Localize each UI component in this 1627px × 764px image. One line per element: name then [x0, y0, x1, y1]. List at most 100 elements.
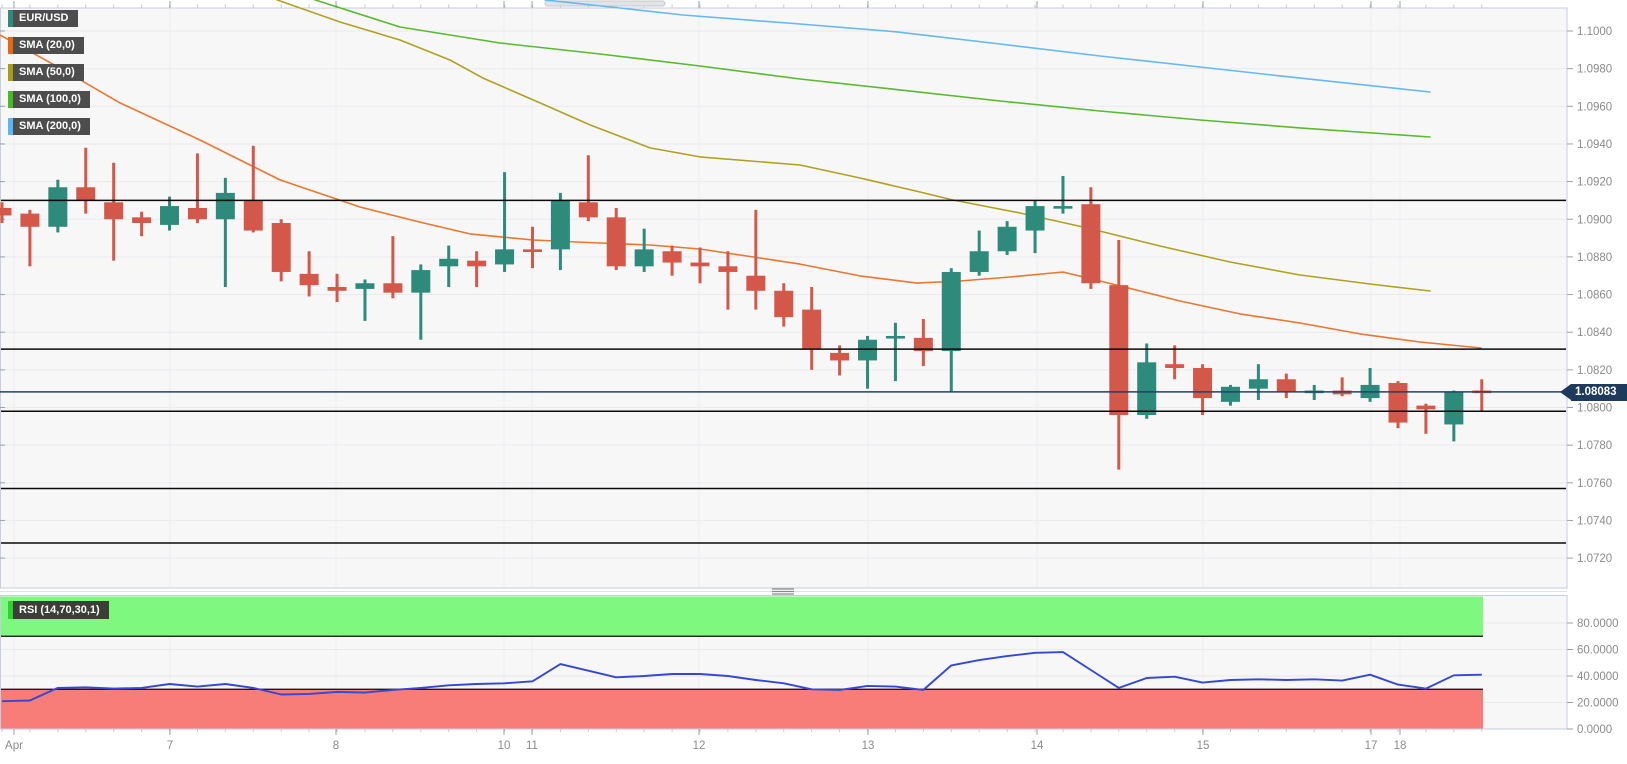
candles-layer	[0, 145, 1492, 470]
time-axis-label: 13	[862, 740, 875, 752]
candle-wick	[140, 211, 144, 237]
sma-20-line	[0, 34, 1482, 349]
price-axis-label: 1.0960	[1577, 101, 1612, 113]
price-axis-label: 1.0980	[1577, 64, 1612, 76]
candle-wick	[1424, 403, 1428, 434]
price-axis-label: 1.0820	[1577, 365, 1612, 377]
candle-body	[606, 217, 626, 267]
price-axis-label: 1.0780	[1577, 440, 1612, 452]
panel-divider[interactable]	[0, 588, 1567, 595]
candle-wick	[866, 335, 870, 389]
candle-wick	[251, 145, 255, 233]
candle-body	[774, 290, 794, 318]
candle-body	[969, 251, 989, 272]
candle-body	[383, 283, 403, 293]
rsi-axis-label: 40.0000	[1577, 671, 1619, 683]
candle-body	[271, 223, 291, 272]
price-axis-label: 1.0720	[1577, 553, 1612, 565]
candle-body	[690, 262, 710, 267]
candle-body	[495, 249, 515, 265]
candle-body	[1165, 364, 1185, 368]
candle-body	[48, 187, 68, 227]
candle-body	[0, 207, 12, 216]
candle-body	[1388, 383, 1408, 423]
bottom-time-axis: Apr 7 8 10 11 12 13 14 15 17 18	[1, 729, 1483, 752]
candle-wick	[754, 209, 758, 310]
candle-body	[662, 251, 682, 263]
candle-body	[355, 283, 375, 289]
candle-body	[718, 266, 738, 272]
candle-body	[885, 335, 905, 339]
rsi-line	[1, 651, 1482, 703]
candle-body	[1053, 206, 1073, 209]
sma100-badge[interactable]: SMA (100,0)	[8, 91, 90, 108]
candle-body	[327, 287, 347, 291]
candle-body	[1444, 392, 1464, 425]
sma-200-line	[544, 0, 1431, 93]
candle-wick	[530, 226, 534, 269]
candle-body	[1025, 206, 1045, 231]
rsi-indicator-badge[interactable]: RSI (14,70,30,1)	[8, 601, 109, 619]
main-price-panel	[0, 7, 1568, 589]
candle-wick	[419, 264, 423, 340]
sma-100-line	[314, 0, 1431, 138]
candle-body	[243, 200, 263, 231]
candle-body	[76, 187, 96, 201]
candle-body	[746, 275, 766, 291]
time-axis-label: 8	[333, 740, 339, 752]
candle-body	[1220, 386, 1240, 402]
candle-body	[1193, 367, 1213, 399]
price-axis-label: 1.0760	[1577, 478, 1612, 490]
price-axis-label: 1.0900	[1577, 214, 1612, 226]
candle-wick	[195, 153, 199, 224]
price-axis: 1.1000 1.0980 1.0960 1.0940 1.0920 1.0900 1.08…	[0, 26, 1612, 565]
price-axis-label: 1.0920	[1577, 177, 1612, 189]
time-axis-label: Apr	[5, 740, 23, 752]
time-axis-label: 12	[693, 740, 706, 752]
price-gridlines	[1, 9, 1566, 587]
candle-wick	[726, 251, 730, 310]
sma-50-line	[276, 0, 1431, 292]
rsi-axis-label: 0.0000	[1577, 724, 1612, 736]
candle-wick	[1340, 377, 1344, 397]
candle-body	[20, 213, 40, 227]
sma200-badge[interactable]: SMA (200,0)	[8, 118, 90, 135]
candle-body	[913, 337, 933, 352]
candle-wick	[1173, 345, 1177, 380]
price-axis-label: 1.0860	[1577, 290, 1612, 302]
sma50-badge[interactable]: SMA (50,0)	[8, 64, 84, 81]
candle-body	[634, 249, 654, 267]
rsi-axis-label: 20.0000	[1577, 698, 1619, 710]
candle-body	[830, 352, 850, 361]
candle-body	[802, 309, 822, 350]
instrument-badge[interactable]: EUR/USD	[8, 10, 78, 27]
candle-body	[1248, 379, 1268, 389]
candle-wick	[1061, 175, 1065, 214]
current-price-badge: 1.08083	[1560, 384, 1627, 401]
time-axis-label: 11	[526, 740, 538, 752]
candle-body	[1276, 379, 1296, 393]
price-axis-label: 1.0800	[1577, 403, 1612, 415]
rsi-oversold-band	[1, 689, 1483, 729]
candle-wick	[84, 147, 88, 214]
candle-body	[215, 192, 235, 220]
candle-wick	[475, 251, 479, 288]
candle-body	[299, 273, 319, 286]
time-axis-label: 18	[1394, 740, 1407, 752]
candle-wick	[1480, 379, 1484, 412]
rsi-overbought-band	[1, 596, 1483, 637]
candle-body	[997, 226, 1017, 252]
rsi-axis-label: 80.0000	[1577, 618, 1619, 630]
rsi-panel: 80.0000 60.0000 40.0000 20.0000 0.0000	[0, 595, 1619, 736]
price-axis-label: 1.0740	[1577, 515, 1612, 527]
candle-body	[187, 207, 207, 220]
support-resistance-levels	[1, 199, 1566, 544]
time-axis-label: 15	[1197, 740, 1210, 752]
candle-body	[1109, 285, 1129, 416]
candle-body	[411, 270, 431, 293]
price-axis-label: 1.0940	[1577, 139, 1612, 151]
candle-wick	[893, 322, 897, 382]
price-axis-label: 1.1000	[1577, 26, 1612, 38]
sma20-badge[interactable]: SMA (20,0)	[8, 37, 84, 54]
